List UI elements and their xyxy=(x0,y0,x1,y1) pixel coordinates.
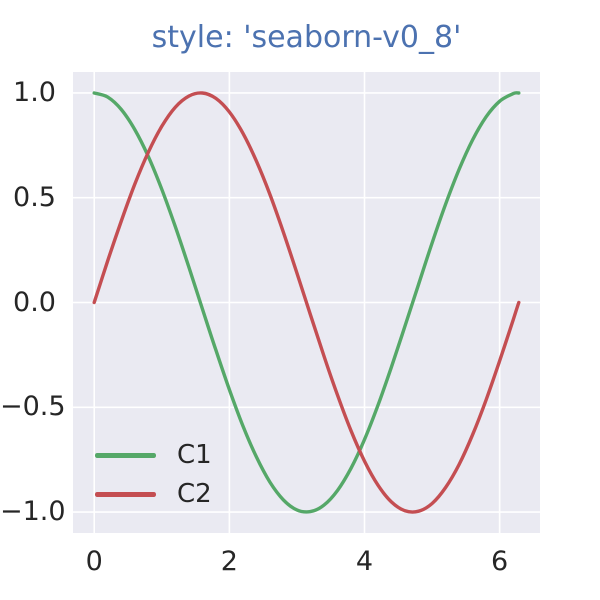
y-tick-label: −0.5 xyxy=(0,391,66,423)
legend-entry-c2: C2 xyxy=(95,475,212,514)
x-tick-label: 2 xyxy=(220,546,238,577)
legend-line-c1-icon xyxy=(95,453,156,458)
x-tick-label: 4 xyxy=(355,546,374,577)
legend-label-c2: C2 xyxy=(177,479,212,509)
chart-title: style: 'seaborn-v0_8' xyxy=(151,20,462,55)
series-line-c1 xyxy=(92,91,521,514)
y-tick-label: 1.0 xyxy=(13,76,56,108)
plot-svg xyxy=(73,72,540,533)
y-tick-label: 0.0 xyxy=(13,286,56,318)
legend-label-c1: C1 xyxy=(177,440,212,470)
legend-line-c2-icon xyxy=(95,492,156,497)
plot-area: C1 C2 xyxy=(73,72,540,533)
x-tick-label: 6 xyxy=(491,546,509,577)
legend-entry-c1: C1 xyxy=(95,436,212,475)
series-line-c2 xyxy=(92,91,521,514)
legend: C1 C2 xyxy=(95,436,212,514)
x-tick-label: 0 xyxy=(85,546,103,577)
y-tick-label: 0.5 xyxy=(13,181,56,213)
y-tick-label: −1.0 xyxy=(0,496,66,528)
